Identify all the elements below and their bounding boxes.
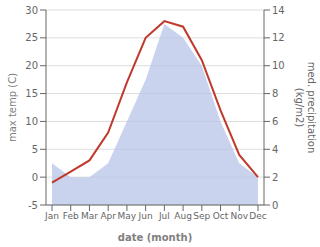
svg-text:Apr: Apr — [100, 211, 116, 221]
svg-text:Nov: Nov — [230, 211, 248, 221]
svg-text:15: 15 — [25, 88, 38, 99]
svg-text:Oct: Oct — [213, 211, 229, 221]
svg-text:30: 30 — [25, 5, 38, 16]
svg-text:8: 8 — [272, 88, 278, 99]
svg-text:0: 0 — [272, 200, 278, 211]
svg-text:May: May — [118, 211, 137, 221]
svg-text:Dec: Dec — [249, 211, 266, 221]
svg-text:10: 10 — [25, 116, 38, 127]
svg-text:2: 2 — [272, 172, 278, 183]
svg-text:Feb: Feb — [63, 211, 79, 221]
svg-text:20: 20 — [25, 60, 38, 71]
svg-text:4: 4 — [272, 144, 278, 155]
svg-text:-5: -5 — [28, 200, 38, 211]
svg-text:Jun: Jun — [138, 211, 153, 221]
svg-text:0: 0 — [32, 172, 38, 183]
svg-text:med. precipitation(kg/m2): med. precipitation(kg/m2) — [294, 62, 312, 154]
svg-text:14: 14 — [272, 5, 285, 16]
svg-text:10: 10 — [272, 60, 285, 71]
svg-text:25: 25 — [25, 32, 38, 43]
svg-text:Mar: Mar — [81, 211, 98, 221]
svg-text:Sep: Sep — [193, 211, 210, 221]
svg-text:Jul: Jul — [158, 211, 170, 221]
svg-text:Aug: Aug — [174, 211, 192, 221]
svg-text:date (month): date (month) — [118, 232, 192, 243]
svg-text:6: 6 — [272, 116, 278, 127]
svg-text:Jan: Jan — [44, 211, 59, 221]
svg-text:5: 5 — [32, 144, 38, 155]
svg-text:max temp (C): max temp (C) — [8, 73, 18, 142]
svg-text:12: 12 — [272, 32, 285, 43]
